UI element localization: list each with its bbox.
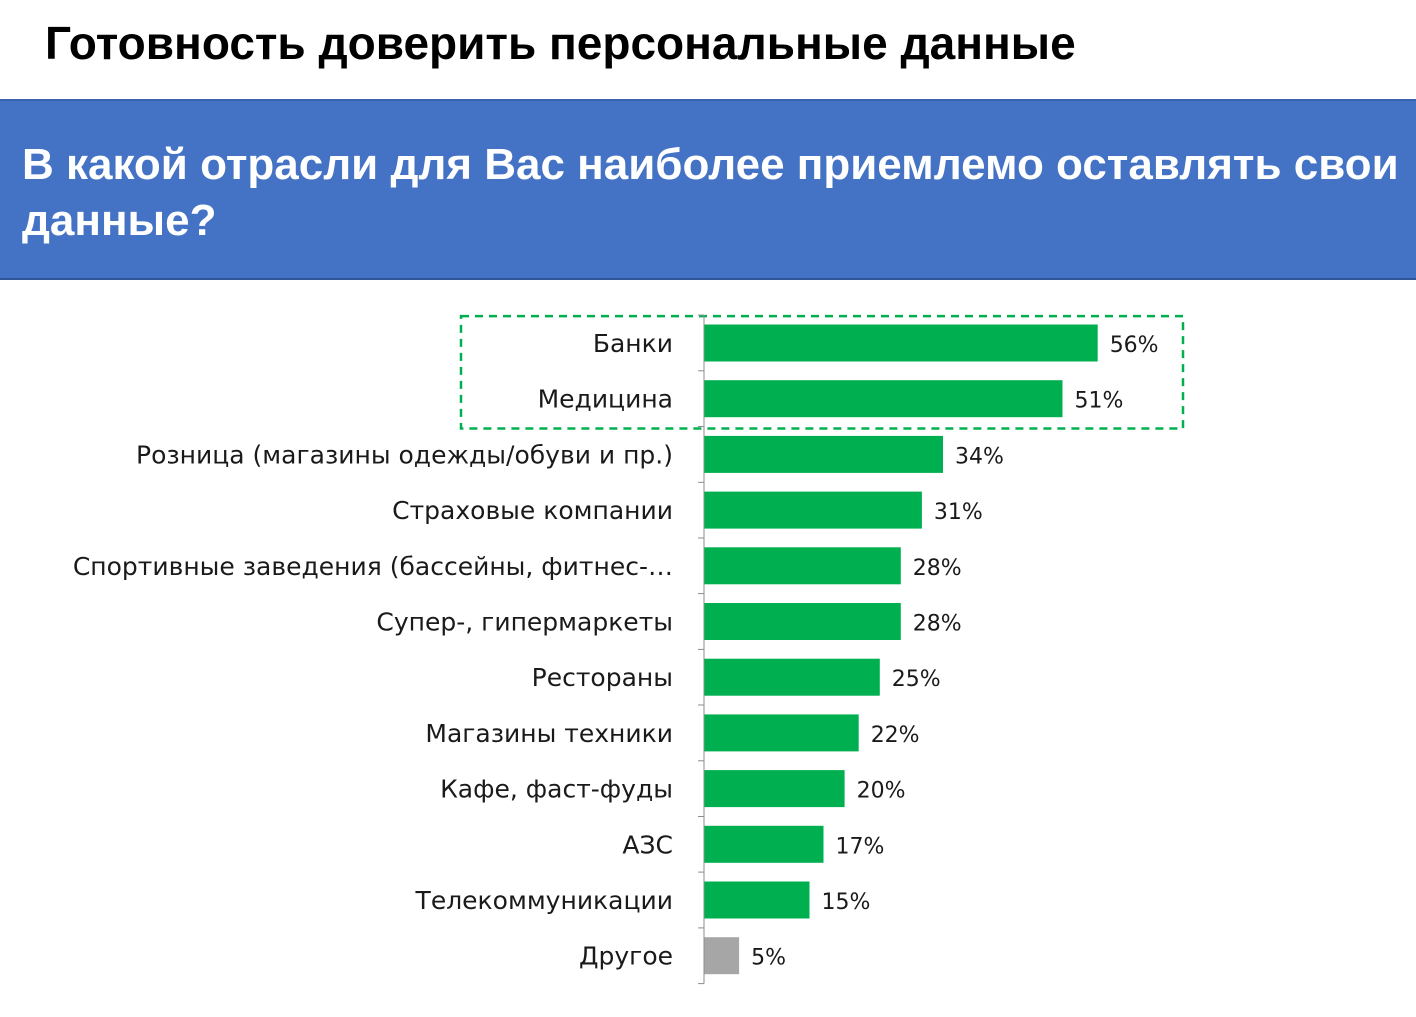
category-label-4: Спортивные заведения (бассейны, фитнес-…	[73, 552, 673, 581]
value-label-4: 28%	[913, 556, 962, 581]
bar-4	[704, 547, 901, 585]
value-label-8: 20%	[857, 779, 906, 804]
bar-3	[704, 491, 922, 529]
value-label-9: 17%	[836, 834, 885, 859]
bar-0	[704, 324, 1098, 362]
category-label-8: Кафе, фаст-фуды	[440, 775, 673, 804]
category-label-7: Магазины техники	[425, 719, 673, 748]
value-label-3: 31%	[934, 500, 983, 525]
value-label-1: 51%	[1075, 389, 1124, 414]
slide-title: Готовность доверить персональные данные	[45, 17, 1076, 69]
question-text: В какой отрасли для Вас наиболее приемле…	[22, 140, 1399, 245]
highlight-box	[459, 314, 1185, 430]
bar-10	[704, 881, 810, 919]
value-label-5: 28%	[913, 612, 962, 637]
category-label-5: Супер-, гипермаркеты	[376, 608, 673, 637]
category-label-3: Страховые компании	[392, 496, 673, 525]
bar-9	[704, 825, 824, 863]
category-label-9: АЗС	[622, 830, 673, 859]
question-band: В какой отрасли для Вас наиболее приемле…	[0, 99, 1416, 280]
value-label-7: 22%	[871, 723, 920, 748]
bar-8	[704, 770, 845, 808]
category-label-6: Рестораны	[532, 663, 673, 692]
value-label-6: 25%	[892, 667, 941, 692]
bar-1	[704, 380, 1063, 418]
category-label-11: Другое	[579, 942, 673, 971]
bar-5	[704, 603, 901, 640]
value-label-10: 15%	[822, 890, 871, 915]
bar-6	[704, 658, 880, 696]
bar-7	[704, 714, 859, 752]
bar-2	[704, 435, 943, 473]
category-label-10: Телекоммуникации	[415, 886, 673, 915]
value-label-11: 5%	[751, 946, 786, 971]
category-label-1: Медицина	[538, 385, 673, 414]
category-label-2: Розница (магазины одежды/обуви и пр.)	[136, 440, 673, 469]
value-label-2: 34%	[955, 444, 1004, 469]
bar-11	[704, 937, 740, 975]
category-label-0: Банки	[593, 329, 673, 358]
value-label-0: 56%	[1110, 333, 1159, 358]
